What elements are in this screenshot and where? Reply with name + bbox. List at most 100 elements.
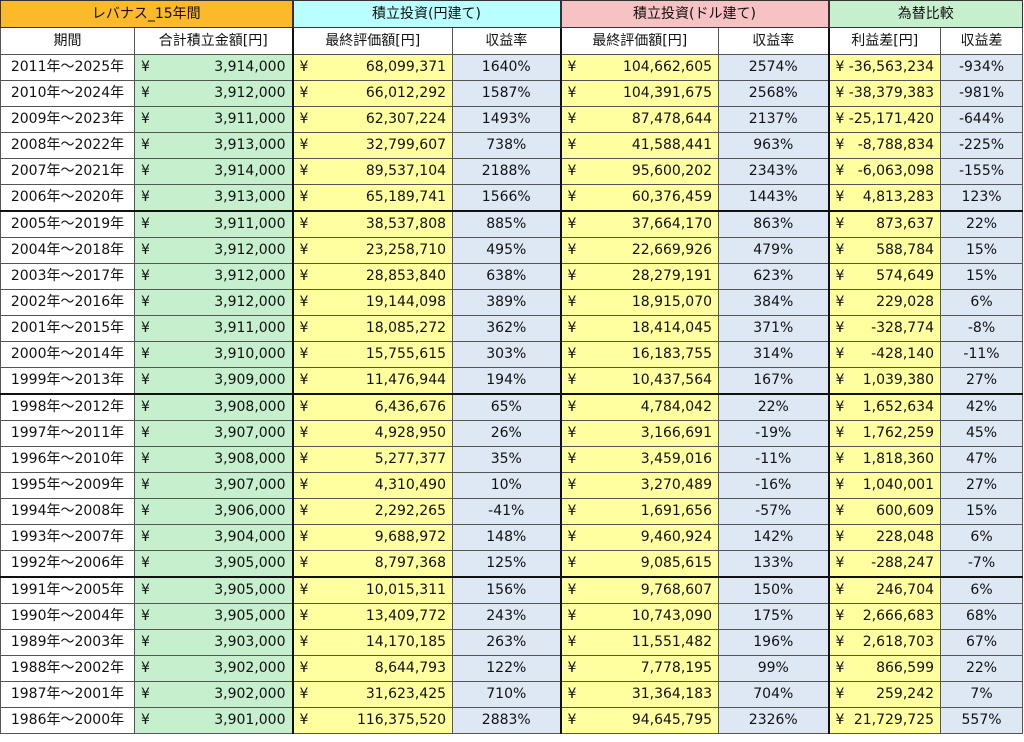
diff-cell-value: -6,063,098 xyxy=(857,163,935,179)
diff-cell: ¥ -328,774 xyxy=(828,315,942,342)
yen-symbol: ¥ xyxy=(141,529,150,545)
diff-cell: ¥228,048 xyxy=(828,524,942,551)
yen-symbol: ¥ xyxy=(835,320,845,336)
yen-symbol: ¥ xyxy=(835,660,845,676)
jpy-rate-cell: 1587% xyxy=(452,80,562,107)
total-cell-value: 3,907,000 xyxy=(214,425,286,441)
diff-rate-cell: 67% xyxy=(940,629,1024,656)
period-cell: 1992年～2006年 xyxy=(0,550,135,578)
yen-symbol: ¥ xyxy=(567,451,577,467)
period-cell: 1989年～2003年 xyxy=(0,629,135,656)
jpy-value-cell: ¥66,012,292 xyxy=(292,80,454,107)
usd-value-cell: ¥104,391,675 xyxy=(560,80,720,107)
yen-symbol: ¥ xyxy=(567,189,577,205)
usd-value-cell-value: 9,768,607 xyxy=(640,582,713,598)
jpy-value-cell-value: 116,375,520 xyxy=(356,712,447,728)
period-cell: 2009年～2023年 xyxy=(0,106,135,133)
yen-symbol: ¥ xyxy=(835,59,845,75)
yen-symbol: ¥ xyxy=(141,85,150,101)
jpy-value-cell: ¥10,015,311 xyxy=(292,576,454,604)
diff-rate-cell: 7% xyxy=(940,681,1024,708)
total-cell-value: 3,912,000 xyxy=(214,294,286,310)
diff-cell: ¥229,028 xyxy=(828,289,942,316)
yen-symbol: ¥ xyxy=(835,85,845,101)
usd-value-cell-value: 3,459,016 xyxy=(640,451,713,467)
group-header-fx: 為替比較 xyxy=(828,0,1024,28)
usd-rate-cell: 863% xyxy=(718,210,830,238)
period-cell: 1993年～2007年 xyxy=(0,524,135,551)
period-cell: 2010年～2024年 xyxy=(0,80,135,107)
jpy-value-cell-value: 31,623,425 xyxy=(365,686,447,702)
jpy-value-cell-value: 68,099,371 xyxy=(365,59,447,75)
col-header-diff: 利益差[円] xyxy=(828,27,942,55)
diff-rate-cell: -155% xyxy=(940,158,1024,185)
usd-value-cell: ¥3,459,016 xyxy=(560,446,720,473)
period-cell: 2008年～2022年 xyxy=(0,132,135,159)
jpy-value-cell: ¥15,755,615 xyxy=(292,341,454,368)
jpy-rate-cell: 638% xyxy=(452,263,562,290)
diff-cell: ¥2,618,703 xyxy=(828,629,942,656)
yen-symbol: ¥ xyxy=(299,425,309,441)
total-cell: ¥3,907,000 xyxy=(133,420,294,447)
jpy-value-cell-value: 66,012,292 xyxy=(365,85,447,101)
total-cell-value: 3,903,000 xyxy=(214,634,286,650)
diff-rate-cell: 27% xyxy=(940,472,1024,499)
total-cell-value: 3,905,000 xyxy=(214,555,286,571)
jpy-value-cell-value: 38,537,808 xyxy=(365,216,447,232)
usd-value-cell-value: 60,376,459 xyxy=(631,189,713,205)
usd-rate-cell: 22% xyxy=(718,393,830,421)
yen-symbol: ¥ xyxy=(835,346,845,362)
jpy-rate-cell: 362% xyxy=(452,315,562,342)
table-row: 1992年～2006年 ¥3,905,000 ¥8,797,368 125% ¥9,08… xyxy=(0,550,1024,578)
table-row: 1988年～2002年 ¥3,902,000 ¥8,644,793 122% ¥7,77… xyxy=(0,655,1024,682)
usd-value-cell-value: 3,166,691 xyxy=(640,425,713,441)
usd-value-cell-value: 16,183,755 xyxy=(631,346,713,362)
diff-cell-value: 588,784 xyxy=(876,242,935,258)
usd-value-cell-value: 28,279,191 xyxy=(631,268,713,284)
yen-symbol: ¥ xyxy=(141,608,150,624)
diff-rate-cell: 6% xyxy=(940,576,1024,604)
diff-rate-cell: -11% xyxy=(940,341,1024,368)
usd-value-cell-value: 11,551,482 xyxy=(631,634,713,650)
diff-rate-cell: 6% xyxy=(940,524,1024,551)
yen-symbol: ¥ xyxy=(567,294,577,310)
usd-rate-cell: 99% xyxy=(718,655,830,682)
diff-cell: ¥ -288,247 xyxy=(828,550,942,578)
total-cell-value: 3,911,000 xyxy=(214,111,286,127)
table-row: 1999年～2013年 ¥3,909,000 ¥11,476,944 194% ¥10,… xyxy=(0,367,1024,395)
yen-symbol: ¥ xyxy=(299,582,309,598)
usd-value-cell: ¥9,768,607 xyxy=(560,576,720,604)
period-cell: 1995年～2009年 xyxy=(0,472,135,499)
usd-rate-cell: -19% xyxy=(718,420,830,447)
usd-rate-cell: 167% xyxy=(718,367,830,395)
period-cell: 2004年～2018年 xyxy=(0,237,135,264)
jpy-value-cell-value: 23,258,710 xyxy=(365,242,447,258)
yen-symbol: ¥ xyxy=(141,137,150,153)
period-cell: 2003年～2017年 xyxy=(0,263,135,290)
jpy-value-cell: ¥116,375,520 xyxy=(292,707,454,734)
usd-value-cell-value: 22,669,926 xyxy=(631,242,713,258)
usd-rate-cell: 2137% xyxy=(718,106,830,133)
yen-symbol: ¥ xyxy=(299,163,309,179)
period-cell: 1986年～2000年 xyxy=(0,707,135,734)
diff-cell: ¥ -6,063,098 xyxy=(828,158,942,185)
total-cell: ¥3,911,000 xyxy=(133,315,294,342)
period-cell: 1996年～2010年 xyxy=(0,446,135,473)
yen-symbol: ¥ xyxy=(299,137,309,153)
usd-value-cell: ¥3,270,489 xyxy=(560,472,720,499)
total-cell-value: 3,913,000 xyxy=(214,189,286,205)
table-row: 2011年～2025年 ¥3,914,000 ¥68,099,371 1640% ¥10… xyxy=(0,54,1024,81)
jpy-rate-cell: 710% xyxy=(452,681,562,708)
yen-symbol: ¥ xyxy=(835,294,845,310)
period-cell: 2002年～2016年 xyxy=(0,289,135,316)
diff-cell: ¥ -428,140 xyxy=(828,341,942,368)
yen-symbol: ¥ xyxy=(141,242,150,258)
group-header-levnas: レバナス_15年間 xyxy=(0,0,294,28)
yen-symbol: ¥ xyxy=(567,85,577,101)
usd-value-cell-value: 10,437,564 xyxy=(631,372,713,388)
col-header-usd-value: 最終評価額[円] xyxy=(560,27,720,55)
yen-symbol: ¥ xyxy=(299,242,309,258)
yen-symbol: ¥ xyxy=(567,503,577,519)
total-cell: ¥3,910,000 xyxy=(133,341,294,368)
yen-symbol: ¥ xyxy=(835,712,845,728)
